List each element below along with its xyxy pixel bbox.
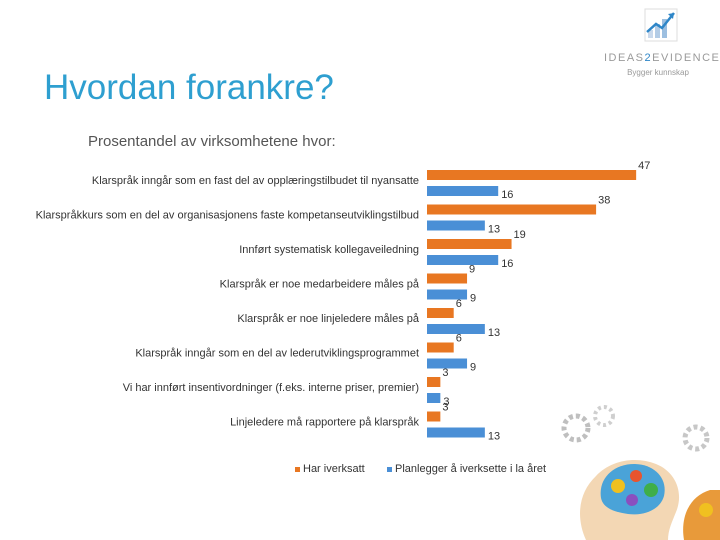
category-label: Klarspråk inngår som en fast del av oppl… [92, 175, 419, 187]
data-label: 3 [442, 367, 448, 379]
category-label: Innført systematisk kollegaveiledning [239, 244, 419, 256]
data-label: 9 [470, 293, 476, 305]
bar-har-iverksatt [427, 342, 454, 353]
bar-planlegger [427, 289, 468, 300]
category-label: Klarspråkkurs som en del av organisasjon… [36, 210, 419, 222]
data-label: 47 [638, 160, 650, 172]
data-label: 19 [514, 229, 526, 241]
legend-label: Planlegger å iverksette i la året [395, 463, 546, 475]
chart-legend: Har iverksatt Planlegger å iverksette i l… [295, 463, 546, 475]
data-label: 13 [488, 224, 500, 236]
data-label: 9 [469, 264, 475, 276]
category-label: Linjeledere må rapportere på klarspråk [230, 417, 419, 429]
bar-planlegger [427, 358, 468, 369]
bars-layer: Klarspråk inngår som en fast del av oppl… [36, 160, 651, 443]
category-label: Klarspråk er noe linjeledere måles på [237, 313, 419, 325]
chart-title: Prosentandel av virksomhetene hvor: [88, 133, 336, 150]
legend-label: Har iverksatt [303, 463, 365, 475]
ideas2evidence-logo: IDEAS2EVIDENCE Bygger kunnskap [604, 8, 720, 80]
bar-planlegger [427, 324, 485, 334]
bar-planlegger [427, 220, 485, 231]
bar-har-iverksatt [427, 308, 454, 318]
data-label: 38 [598, 195, 610, 207]
category-label: Klarspråk inngår som en del av lederutvi… [135, 348, 419, 360]
logo-name: IDEAS2EVIDENCE [604, 52, 720, 64]
data-label: 16 [501, 258, 513, 270]
data-label: 3 [443, 396, 449, 408]
brain-gears-illustration [556, 398, 720, 540]
category-label: Vi har innført insentivordninger (f.eks.… [123, 382, 419, 394]
data-label: 16 [501, 189, 513, 201]
data-label: 3 [442, 402, 448, 414]
legend-swatch [387, 467, 392, 472]
category-label: Klarspråk er noe medarbeidere måles på [220, 279, 420, 291]
growth-chart-icon [644, 8, 678, 42]
page-title: Hvordan forankre? [44, 68, 334, 107]
data-label: 6 [456, 298, 462, 310]
bar-har-iverksatt [427, 273, 468, 284]
bar-har-iverksatt [427, 239, 512, 249]
bar-planlegger [427, 255, 499, 265]
bar-har-iverksatt [427, 377, 441, 387]
bar-har-iverksatt [427, 411, 441, 422]
bar-har-iverksatt [427, 170, 637, 180]
data-label: 9 [470, 362, 476, 374]
bar-har-iverksatt [427, 204, 597, 215]
data-label: 13 [488, 431, 500, 443]
logo-tagline: Bygger kunnskap [627, 68, 689, 77]
legend-swatch [295, 467, 300, 472]
data-label: 13 [488, 327, 500, 339]
bar-planlegger [427, 427, 485, 438]
bar-planlegger [427, 393, 441, 403]
data-label: 6 [456, 333, 462, 345]
bar-planlegger [427, 186, 499, 196]
